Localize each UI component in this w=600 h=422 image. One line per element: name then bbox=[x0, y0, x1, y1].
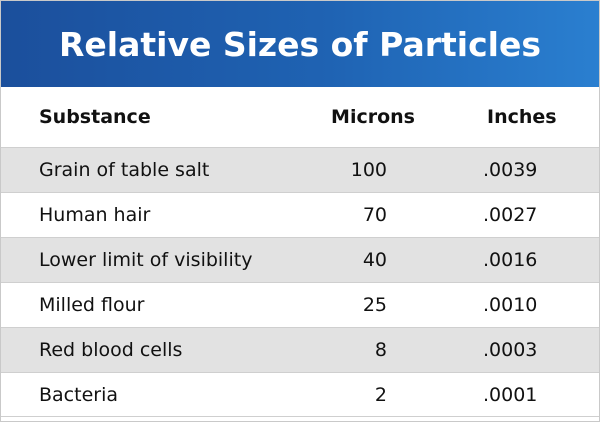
cell-inches: .0039 bbox=[483, 159, 538, 181]
cell-substance: Human hair bbox=[39, 204, 151, 226]
table-row: Bacteria 2 .0001 bbox=[1, 372, 599, 417]
header-microns: Microns bbox=[331, 106, 415, 128]
cell-inches: .0010 bbox=[483, 294, 538, 316]
cell-microns: 2 bbox=[374, 383, 387, 406]
table-title: Relative Sizes of Particles bbox=[59, 24, 541, 64]
cell-inches: .0016 bbox=[483, 249, 538, 271]
table-row: Red blood cells 8 .0003 bbox=[1, 327, 599, 372]
cell-microns: 40 bbox=[362, 249, 387, 271]
cell-substance: Grain of table salt bbox=[39, 159, 210, 181]
cell-microns: 8 bbox=[374, 339, 387, 361]
header-inches: Inches bbox=[487, 106, 557, 128]
cell-microns: 70 bbox=[362, 204, 387, 226]
cell-inches: .0001 bbox=[483, 383, 538, 406]
cell-substance: Lower limit of visibility bbox=[39, 249, 253, 271]
table-row: Milled flour 25 .0010 bbox=[1, 282, 599, 327]
cell-microns: 100 bbox=[350, 159, 387, 181]
cell-substance: Bacteria bbox=[39, 383, 118, 406]
table-row: Human hair 70 .0027 bbox=[1, 192, 599, 237]
table-row: Lower limit of visibility 40 .0016 bbox=[1, 237, 599, 282]
title-bar: Relative Sizes of Particles bbox=[1, 1, 599, 87]
table-header-row: Substance Microns Inches bbox=[1, 87, 599, 147]
header-substance: Substance bbox=[39, 106, 151, 128]
cell-inches: .0027 bbox=[483, 204, 538, 226]
cell-substance: Red blood cells bbox=[39, 339, 183, 361]
cell-microns: 25 bbox=[362, 294, 387, 316]
cell-inches: .0003 bbox=[483, 339, 538, 361]
table-row: Grain of table salt 100 .0039 bbox=[1, 147, 599, 192]
cell-substance: Milled flour bbox=[39, 294, 145, 316]
